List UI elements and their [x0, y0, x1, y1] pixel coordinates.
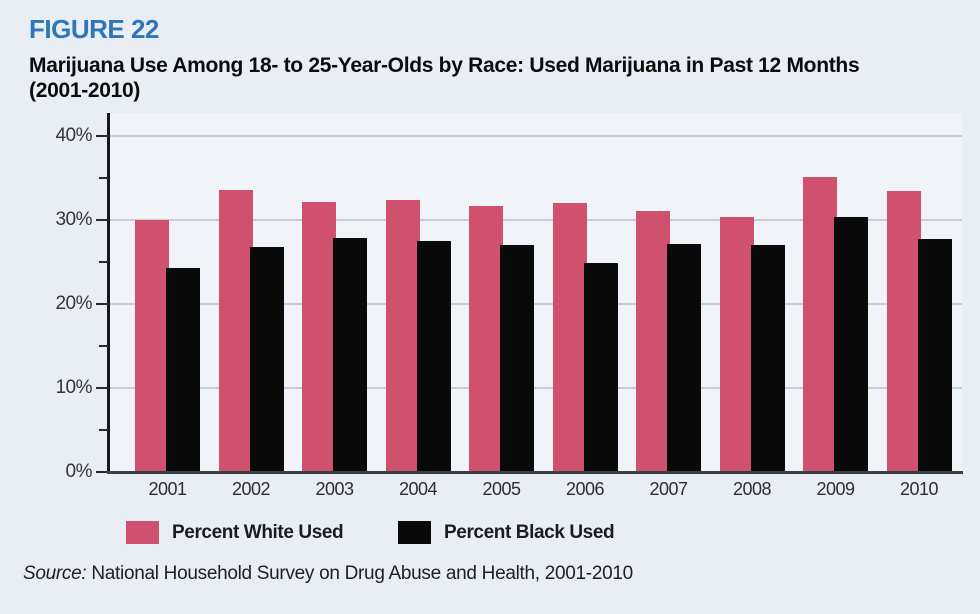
y-major-tick-30pct	[96, 219, 108, 221]
x-axis-label-2008: 2008	[732, 479, 772, 499]
y-major-tick-10pct	[96, 387, 108, 389]
bar-black-2005	[500, 245, 534, 472]
bar-white-2009	[803, 177, 837, 472]
y-minor-tick-15pct	[99, 345, 108, 347]
y-minor-tick-25pct	[99, 261, 108, 263]
legend-swatch-black	[398, 521, 431, 544]
source-line: Source: National Household Survey on Dru…	[23, 563, 633, 585]
y-axis-label-0pct: 0%	[65, 461, 93, 482]
bar-white-2010	[886, 190, 921, 472]
gridline-10pct	[110, 387, 962, 389]
legend-swatch-white	[126, 521, 159, 544]
bar-white-2002	[218, 189, 253, 472]
x-axis-label-2010: 2010	[899, 479, 939, 499]
x-axis-label-2009: 2009	[816, 479, 855, 499]
x-axis-label-2002: 2002	[231, 479, 271, 499]
y-major-tick-40pct	[96, 135, 108, 137]
legend-label-black: Percent Black Used	[444, 521, 615, 543]
bar-white-2005	[469, 205, 503, 472]
gridline-30pct	[110, 219, 962, 221]
source-text: National Household Survey on Drug Abuse …	[86, 563, 633, 584]
bar-black-2002	[249, 246, 284, 472]
bar-white-2008	[719, 217, 754, 472]
x-axis-label-2007: 2007	[649, 479, 688, 499]
bar-white-2001	[135, 220, 169, 472]
x-axis-label-2003: 2003	[315, 479, 354, 499]
y-axis-label-40pct: 40%	[55, 125, 92, 146]
y-axis-label-20pct: 20%	[55, 293, 92, 314]
bar-white-2004	[385, 199, 420, 472]
y-major-tick-20pct	[96, 303, 108, 305]
source-prefix: Source:	[23, 563, 87, 584]
y-axis-label-10pct: 10%	[55, 377, 92, 398]
bar-white-2007	[636, 210, 670, 472]
x-axis-label-2001: 2001	[148, 479, 187, 499]
bar-black-2004	[416, 241, 451, 472]
chart-legend: Percent White Used Percent Black Used	[0, 521, 980, 544]
y-axis-line	[107, 113, 110, 474]
bar-black-2010	[917, 239, 952, 472]
x-axis-line	[107, 471, 963, 474]
legend-item-white: Percent White Used	[126, 521, 344, 544]
bar-black-2009	[834, 216, 868, 472]
gridline-40pct	[110, 135, 962, 137]
y-minor-tick-5pct	[99, 429, 108, 431]
bar-white-2003	[302, 202, 336, 472]
bar-black-2008	[750, 245, 785, 472]
y-minor-tick-35pct	[99, 177, 108, 179]
x-axis-label-2006: 2006	[565, 479, 605, 499]
bar-white-2006	[552, 203, 587, 472]
bar-black-2007	[667, 243, 701, 472]
legend-item-black: Percent Black Used	[398, 521, 615, 544]
figure-label: FIGURE 22	[29, 14, 159, 44]
x-axis-label-2004: 2004	[398, 479, 438, 499]
bar-black-2006	[583, 262, 618, 472]
y-major-tick-0pct	[96, 471, 108, 473]
y-axis-label-30pct: 30%	[55, 209, 92, 230]
legend-label-white: Percent White Used	[172, 521, 344, 543]
gridline-20pct	[110, 303, 962, 305]
x-axis-label-2005: 2005	[482, 479, 521, 499]
bar-black-2003	[333, 237, 367, 472]
chart-title: Marijuana Use Among 18- to 25-Year-Olds …	[29, 54, 860, 102]
bar-black-2001	[166, 267, 200, 472]
